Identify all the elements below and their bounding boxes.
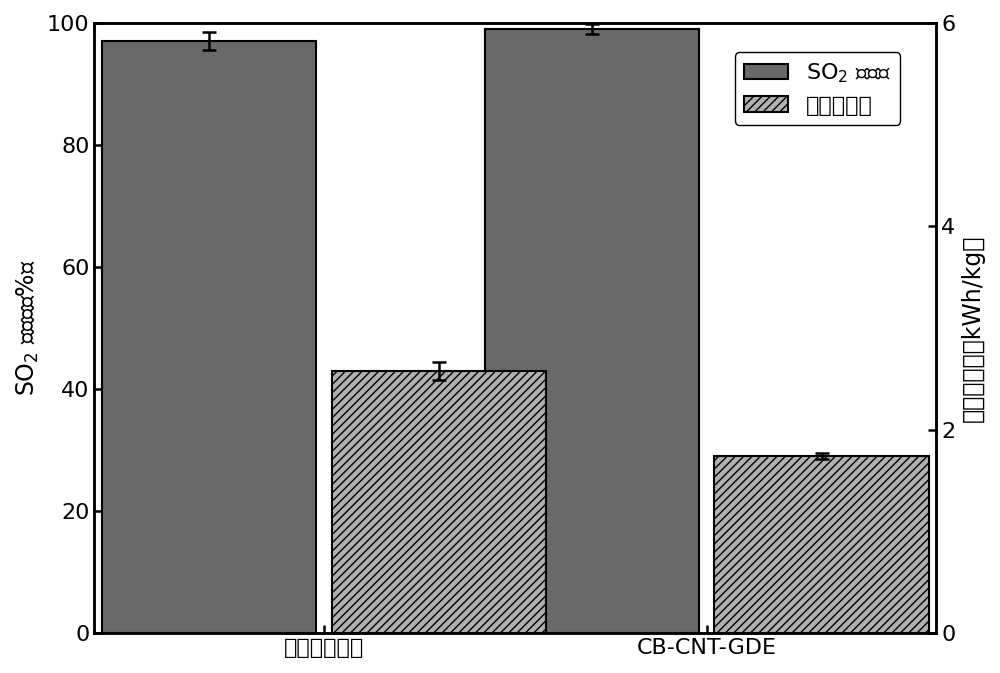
Bar <box>714 456 929 633</box>
Y-axis label: 电能消耗量（kWh/kg）: 电能消耗量（kWh/kg） <box>961 234 985 422</box>
Y-axis label: SO$_2$ 转化率（%）: SO$_2$ 转化率（%） <box>15 260 41 396</box>
Legend: SO$_2$ 转化率, 电能消耗量: SO$_2$ 转化率, 电能消耗量 <box>735 52 900 125</box>
Bar <box>332 371 546 633</box>
Bar <box>102 41 316 633</box>
Bar <box>485 29 699 633</box>
